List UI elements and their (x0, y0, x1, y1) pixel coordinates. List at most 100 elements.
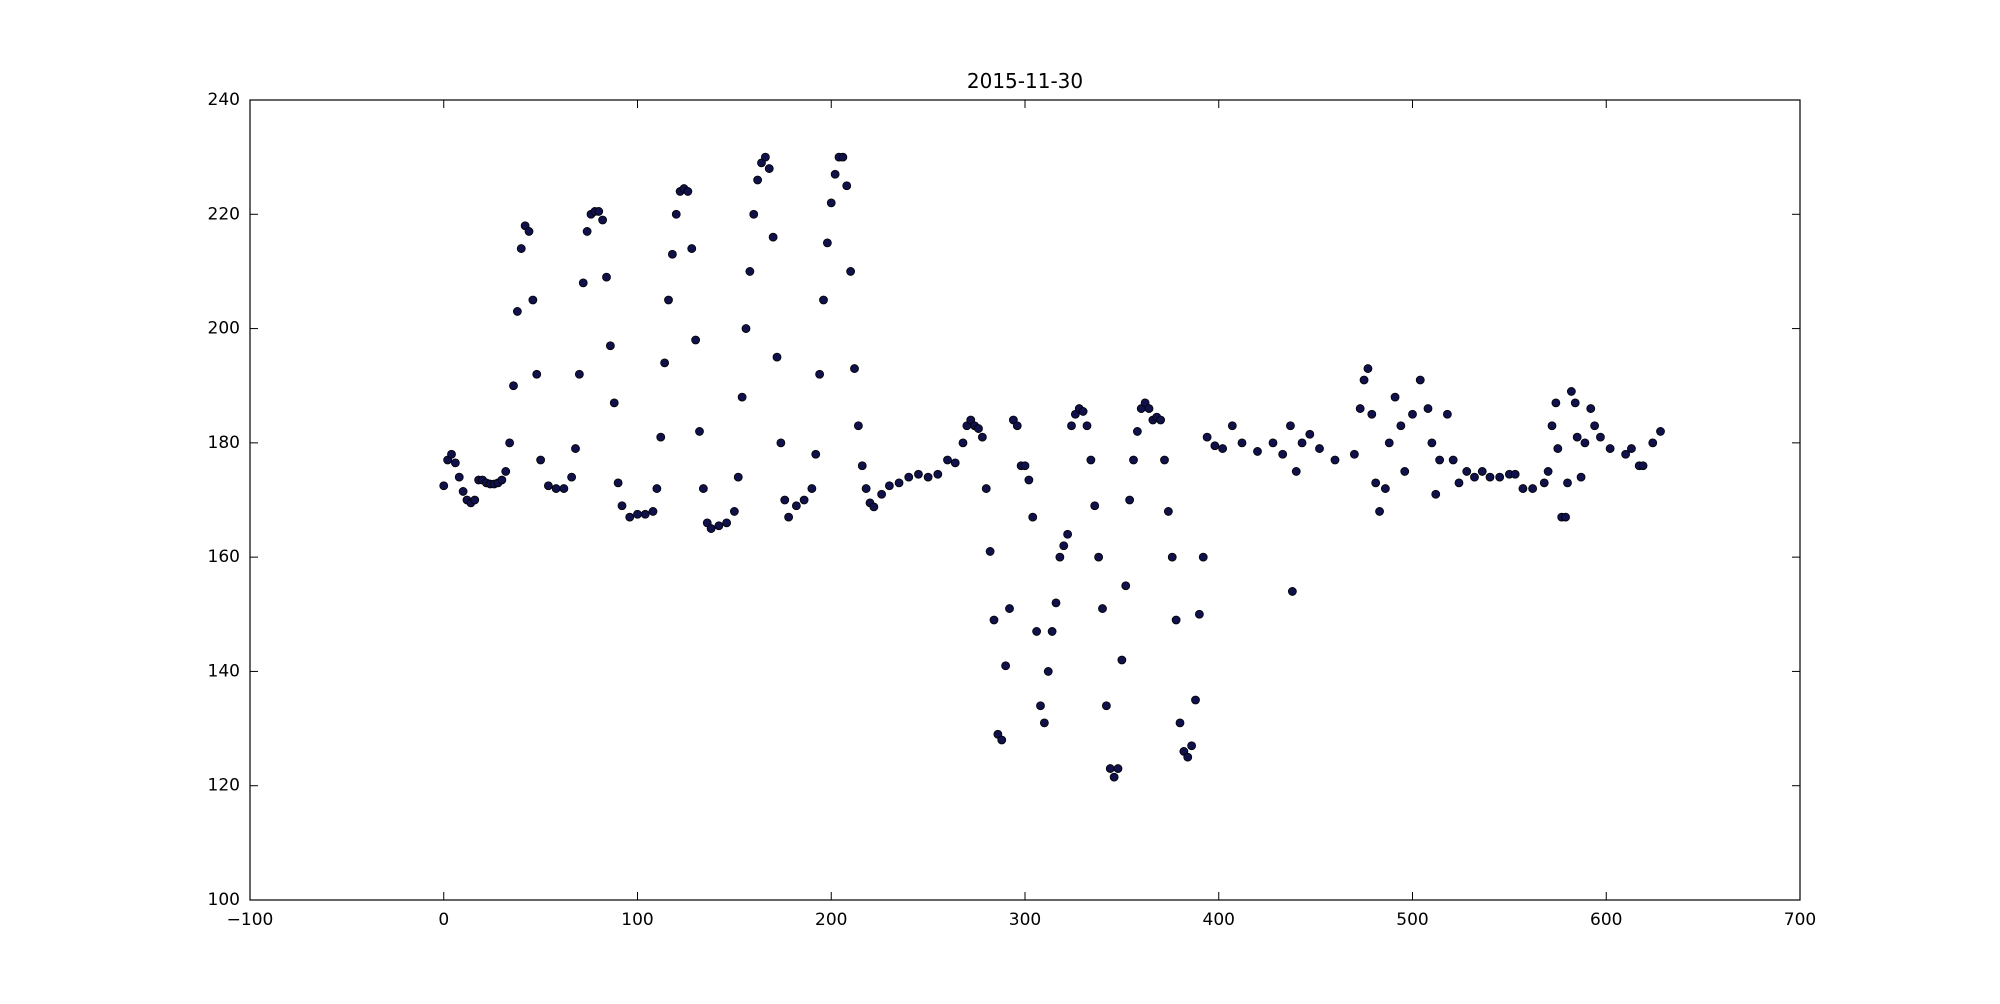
scatter-point (578, 278, 588, 288)
scatter-point (1586, 404, 1596, 413)
scatter-point (842, 181, 852, 191)
scatter-point (974, 424, 983, 433)
scatter-point (1448, 455, 1458, 465)
x-tick-label: 100 (621, 910, 653, 930)
scatter-point (501, 467, 511, 476)
scatter-point (1547, 421, 1557, 431)
scatter-point (1121, 581, 1131, 591)
scatter-point (551, 484, 561, 493)
scatter-point (609, 398, 619, 408)
scatter-point (764, 164, 774, 173)
scatter-point (869, 502, 879, 512)
scatter-point (1648, 438, 1658, 448)
scatter-point (1415, 375, 1425, 385)
scatter-point (1359, 375, 1369, 385)
scatter-point (1384, 438, 1394, 448)
scatter-point (791, 501, 801, 511)
scatter-point (989, 615, 999, 625)
scatter-point (574, 369, 584, 379)
scatter-point (1638, 461, 1648, 471)
scatter-point (447, 449, 456, 459)
scatter-point (1349, 449, 1359, 459)
scatter-point (1330, 455, 1340, 465)
scatter-point (664, 295, 673, 305)
y-tick-label: 200 (208, 319, 240, 339)
scatter-point (1082, 421, 1092, 431)
scatter-point (722, 518, 732, 528)
scatter-point (753, 175, 763, 185)
scatter-point (904, 472, 914, 482)
scatter-point (884, 481, 894, 491)
scatter-point (1113, 764, 1123, 773)
scatter-point (1656, 427, 1665, 436)
scatter-point (784, 512, 794, 522)
scatter-point (454, 472, 464, 482)
scatter-point (602, 272, 611, 282)
scatter-point (571, 444, 580, 453)
scatter-point (1287, 587, 1297, 596)
scatter-point (1495, 472, 1505, 482)
scatter-point (1570, 398, 1580, 408)
scatter-point (1485, 472, 1495, 482)
scatter-point (780, 495, 790, 505)
scatter-point (524, 227, 534, 236)
scatter-point (1051, 598, 1061, 608)
scatter-point (656, 432, 666, 442)
scatter-point (977, 432, 987, 442)
scatter-point (1125, 495, 1135, 505)
scatter-point (1036, 701, 1045, 711)
scatter-point (1408, 409, 1417, 419)
scatter-point (516, 244, 526, 253)
scatter-point (1363, 364, 1373, 373)
scatter-point (594, 207, 604, 216)
scatter-point (1227, 421, 1237, 431)
y-tick-label: 120 (208, 776, 240, 796)
scatter-point (1442, 409, 1452, 419)
scatter-point (943, 455, 952, 465)
scatter-point (1167, 552, 1177, 562)
scatter-point (1101, 701, 1111, 711)
scatter-point (1396, 421, 1406, 431)
x-tick-label: 300 (1009, 910, 1041, 930)
scatter-point (799, 495, 809, 505)
scatter-point (1198, 552, 1208, 562)
scatter-point (1171, 615, 1181, 625)
scatter-point (559, 484, 569, 493)
scatter-point (640, 509, 650, 519)
scatter-point (605, 341, 615, 351)
scatter-point (1605, 444, 1615, 453)
x-tick-label: 200 (815, 910, 847, 930)
scatter-point (652, 484, 662, 493)
scatter-point (1218, 444, 1228, 453)
y-tick-label: 180 (208, 433, 240, 453)
scatter-point (1109, 772, 1119, 782)
scatter-point (811, 449, 821, 459)
scatter-point (1563, 478, 1572, 488)
scatter-point (671, 209, 681, 219)
scatter-point (1539, 478, 1549, 488)
scatter-point (667, 249, 677, 259)
chart-title: 2015-11-30 (967, 69, 1083, 93)
scatter-point (1163, 507, 1173, 516)
scatter-point (894, 478, 904, 488)
scatter-point (1566, 387, 1576, 396)
scatter-point (458, 487, 468, 496)
scatter-point (1090, 501, 1100, 511)
scatter-point (1518, 484, 1528, 493)
scatter-point (1561, 512, 1570, 522)
scatter-point (1047, 627, 1057, 636)
scatter-point (981, 484, 991, 493)
scatter-point (512, 307, 522, 316)
scatter-point (1543, 467, 1553, 476)
plot-frame (249, 99, 1801, 901)
scatter-point (1367, 409, 1377, 419)
scatter-point (543, 481, 553, 491)
scatter-point (846, 267, 856, 276)
scatter-point (1175, 718, 1185, 728)
scatter-point (1144, 404, 1154, 413)
scatter-point (450, 458, 460, 468)
scatter-point (1435, 455, 1445, 465)
scatter-point (1477, 467, 1487, 476)
scatter-point (822, 238, 832, 248)
scatter-point (914, 469, 923, 479)
